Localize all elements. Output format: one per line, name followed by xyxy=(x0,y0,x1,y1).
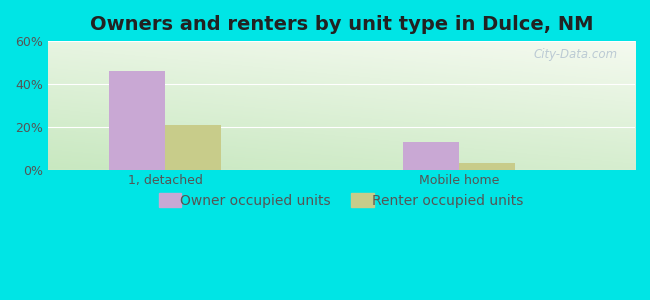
Text: City-Data.com: City-Data.com xyxy=(533,47,618,61)
Bar xyxy=(165,124,221,170)
Bar xyxy=(403,142,459,170)
Bar xyxy=(459,163,515,170)
Bar xyxy=(109,71,165,170)
Legend: Owner occupied units, Renter occupied units: Owner occupied units, Renter occupied un… xyxy=(153,189,529,214)
Title: Owners and renters by unit type in Dulce, NM: Owners and renters by unit type in Dulce… xyxy=(90,15,593,34)
